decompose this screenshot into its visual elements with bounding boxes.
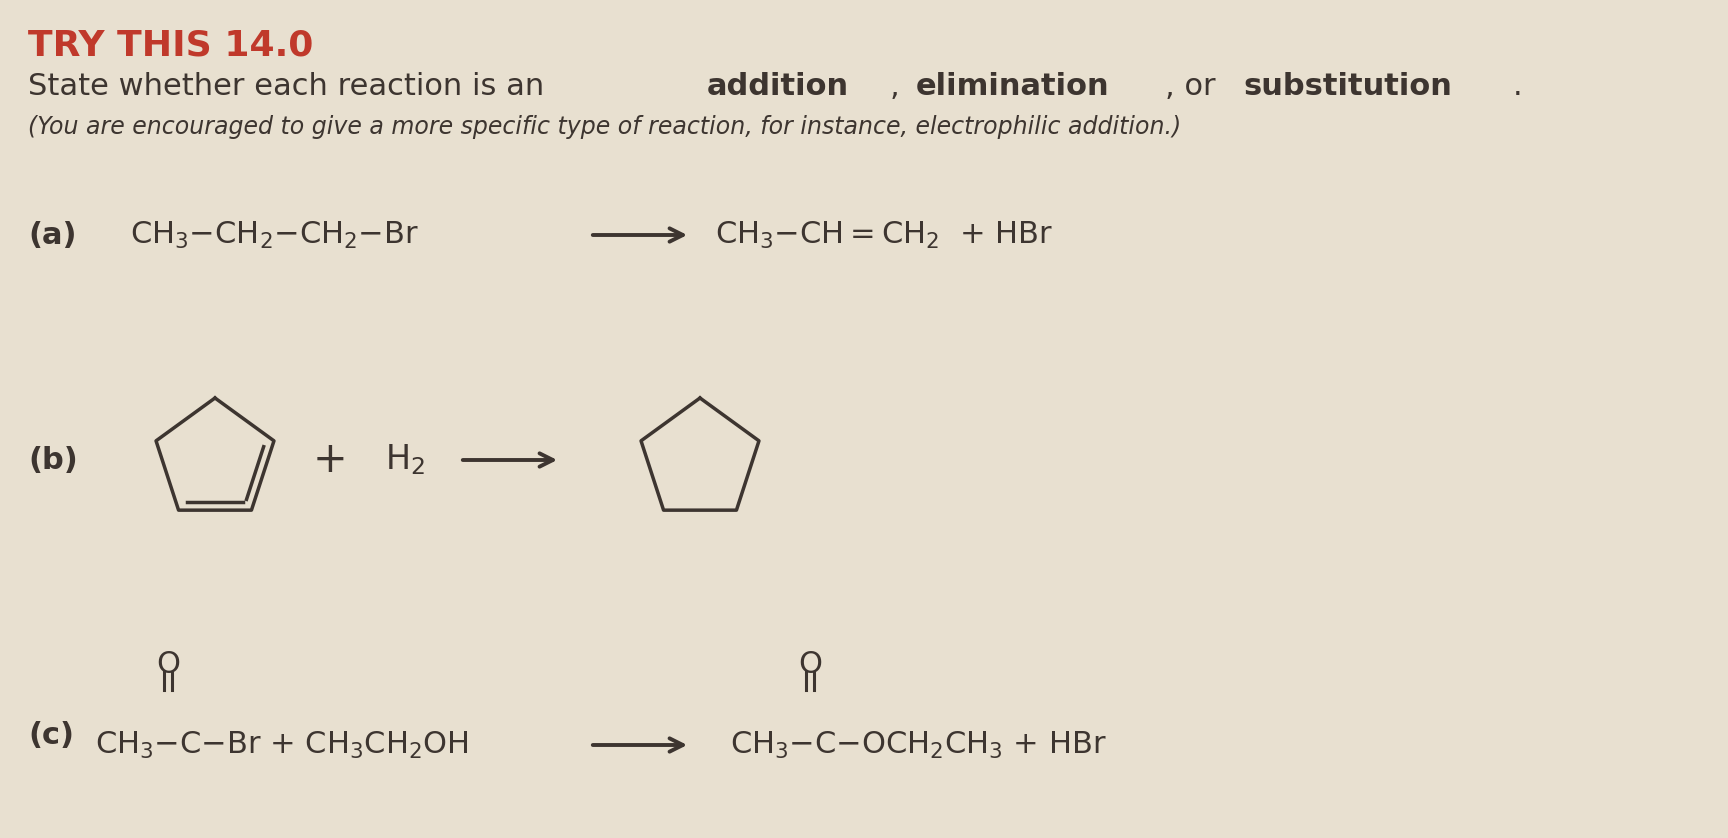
Text: CH$_3$−CH$=$CH$_2$  + HBr: CH$_3$−CH$=$CH$_2$ + HBr <box>715 220 1052 251</box>
Text: addition: addition <box>707 72 848 101</box>
Text: ,: , <box>890 72 909 101</box>
Text: (You are encouraged to give a more specific type of reaction, for instance, elec: (You are encouraged to give a more speci… <box>28 115 1182 139</box>
Text: (c): (c) <box>28 721 74 749</box>
Text: .: . <box>1512 72 1522 101</box>
Text: CH$_3$−C−Br + CH$_3$CH$_2$OH: CH$_3$−C−Br + CH$_3$CH$_2$OH <box>95 729 468 761</box>
Text: CH$_3$−CH$_2$−CH$_2$−Br: CH$_3$−CH$_2$−CH$_2$−Br <box>130 220 418 251</box>
Text: State whether each reaction is an: State whether each reaction is an <box>28 72 555 101</box>
Text: TRY THIS 14.0: TRY THIS 14.0 <box>28 28 313 62</box>
Text: +: + <box>313 439 347 481</box>
Text: elimination: elimination <box>916 72 1109 101</box>
Text: (a): (a) <box>28 220 76 250</box>
Text: , or: , or <box>1165 72 1225 101</box>
Text: substitution: substitution <box>1242 72 1452 101</box>
Text: O: O <box>798 650 823 679</box>
Text: H$_2$: H$_2$ <box>385 442 425 478</box>
Text: O: O <box>156 650 180 679</box>
Text: (b): (b) <box>28 446 78 474</box>
Text: CH$_3$−C−OCH$_2$CH$_3$ + HBr: CH$_3$−C−OCH$_2$CH$_3$ + HBr <box>729 729 1106 761</box>
